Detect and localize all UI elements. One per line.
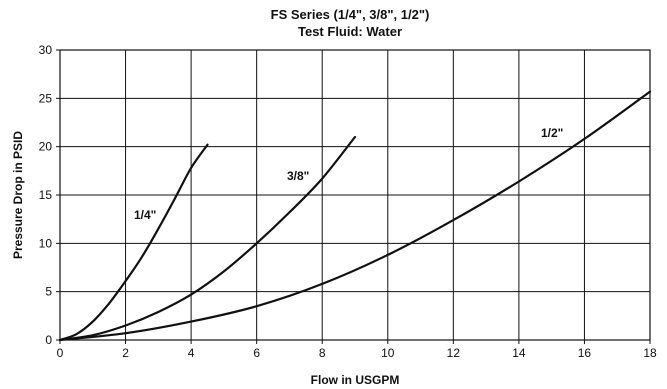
series-line-three-eighths xyxy=(58,135,357,342)
x-tick-label: 12 xyxy=(447,346,461,360)
x-axis-label: Flow in USGPM xyxy=(311,373,400,387)
x-tick-label: 6 xyxy=(253,346,260,360)
x-tick-label: 10 xyxy=(381,346,395,360)
x-tick-labels: 0 2 4 6 8 10 12 14 16 18 xyxy=(57,346,657,360)
series-line-half xyxy=(58,90,652,342)
x-tick-label: 2 xyxy=(122,346,129,360)
chart-title: FS Series (1/4", 3/8", 1/2") xyxy=(271,7,430,22)
x-tick-label: 0 xyxy=(57,346,64,360)
y-tick-label: 30 xyxy=(39,43,53,57)
x-tick-label: 16 xyxy=(578,346,592,360)
y-tick-label: 20 xyxy=(39,140,53,154)
series-label-quarter: 1/4" xyxy=(134,208,156,222)
x-tick-label: 4 xyxy=(188,346,195,360)
y-tick-labels: 0 5 10 15 20 25 30 xyxy=(39,43,53,347)
x-tick-label: 14 xyxy=(512,346,526,360)
chart-subtitle: Test Fluid: Water xyxy=(298,24,402,39)
y-tick-label: 15 xyxy=(39,188,53,202)
series-label-three-eighths: 3/8" xyxy=(287,169,309,183)
y-tick-label: 5 xyxy=(45,285,52,299)
plot-frame xyxy=(59,49,651,341)
grid xyxy=(56,49,651,344)
y-tick-label: 0 xyxy=(45,333,52,347)
y-axis-label: Pressure Drop in PSID xyxy=(11,131,25,259)
y-tick-label: 10 xyxy=(39,236,53,250)
x-tick-label: 18 xyxy=(643,346,657,360)
series-label-half: 1/2" xyxy=(541,126,563,140)
x-tick-label: 8 xyxy=(319,346,326,360)
y-tick-label: 25 xyxy=(39,91,53,105)
series-lines xyxy=(58,90,652,342)
series-line-quarter xyxy=(58,143,209,342)
